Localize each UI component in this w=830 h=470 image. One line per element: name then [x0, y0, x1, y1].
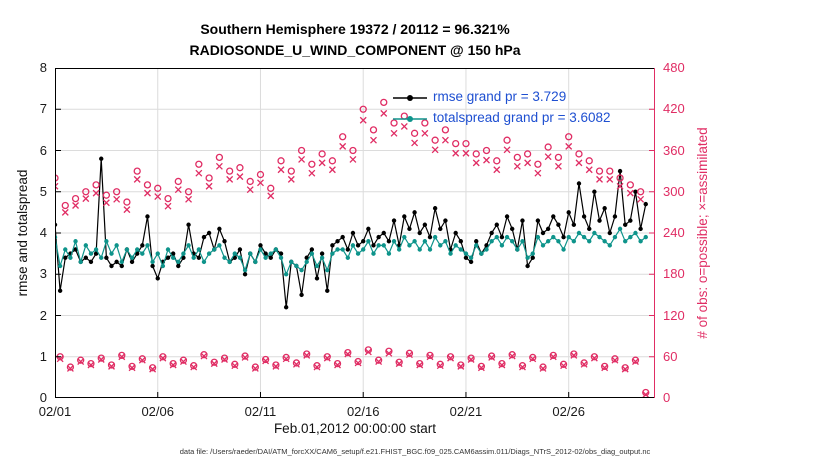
y-axis-tick-label: 0: [39, 390, 47, 405]
x-axis-tick-label: 02/11: [244, 404, 277, 419]
y2-axis-tick-label: 420: [663, 101, 685, 117]
x-axis-tick-label: 02/21: [449, 404, 483, 419]
y-axis-tick-label: 2: [39, 307, 47, 323]
x-axis-tick-label: 02/16: [346, 404, 380, 419]
y2-axis-tick-label: 0: [663, 390, 671, 405]
y2-axis-tick-label: 240: [663, 225, 685, 240]
y2-axis-tick-label: 300: [663, 183, 685, 199]
plot-region: [51, 67, 655, 399]
plot-canvas: [51, 67, 655, 399]
y2-axis-tick-label: 180: [663, 266, 685, 282]
legend: rmse grand pr = 3.729 totalspread grand …: [393, 86, 611, 128]
legend-item-totalspread: totalspread grand pr = 3.6082: [393, 107, 611, 128]
chart-title-line1: Southern Hemisphere 19372 / 20112 = 96.3…: [200, 21, 510, 37]
y-axis-tick-label: 5: [39, 183, 47, 199]
chart-title-line2: RADIOSONDE_U_WIND_COMPONENT @ 150 hPa: [189, 42, 521, 58]
y-axis-tick-label: 7: [39, 101, 47, 117]
legend-label-rmse: rmse grand pr = 3.729: [433, 89, 567, 104]
x-axis-tick-label: 02/26: [552, 404, 585, 419]
y-axis-tick-label: 8: [39, 60, 47, 75]
x-axis-tick-label: 02/06: [141, 404, 174, 419]
data-file-caption: data file: /Users/raeder/DAI/ATM_forcXX/…: [179, 447, 651, 456]
y2-axis-tick-label: 120: [663, 307, 685, 323]
y-axis-tick-label: 4: [39, 225, 47, 240]
y2-axis-tick-label: 60: [663, 348, 678, 364]
y-axis-tick-label: 3: [39, 266, 47, 282]
legend-item-rmse: rmse grand pr = 3.729: [393, 86, 611, 107]
y2-axis-tick-label: 480: [663, 60, 685, 75]
y2-axis-tick-label: 360: [663, 142, 685, 158]
x-axis-tick-label: 02/01: [38, 404, 72, 419]
y-axis-tick-label: 1: [39, 348, 47, 364]
x-axis-label: Feb.01,2012 00:00:00 start: [273, 421, 437, 436]
legend-label-totalspread: totalspread grand pr = 3.6082: [433, 110, 611, 125]
rmse-line-marker-icon: [393, 91, 427, 103]
y-axis-tick-label: 6: [39, 142, 47, 158]
totalspread-line-marker-icon: [393, 112, 427, 124]
